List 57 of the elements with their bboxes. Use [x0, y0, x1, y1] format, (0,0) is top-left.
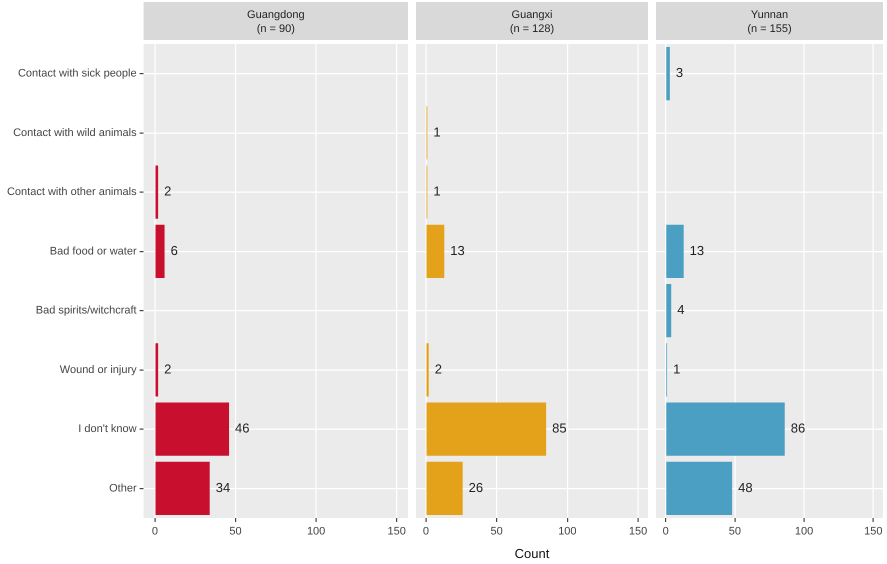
x-tick-label: 150	[864, 526, 882, 538]
x-tick-label: 150	[628, 526, 648, 538]
y-tick-label: Bad food or water	[50, 245, 137, 258]
chart-title: Guangxi	[512, 9, 552, 22]
bar	[426, 402, 546, 456]
x-tick-label: 0	[422, 526, 429, 538]
data-label: 6	[170, 242, 178, 258]
x-tick-label: 50	[229, 526, 242, 538]
data-label: 46	[235, 420, 250, 436]
x-tick-label: 100	[794, 526, 814, 538]
chart-subtitle: (n = 128)	[510, 23, 554, 36]
y-tick-label: Contact with other animals	[6, 186, 138, 198]
x-tick-label: 150	[388, 526, 406, 538]
x-tick-label: 100	[558, 526, 577, 538]
data-label: 3	[676, 65, 684, 80]
chart-title: Yunnan	[750, 9, 788, 22]
y-tick-label: Other	[109, 482, 137, 494]
y-tick-label: Bad spirits/witchcraft	[36, 304, 137, 317]
bar	[156, 224, 165, 278]
x-tick-label: 0	[662, 526, 669, 538]
data-label: 13	[690, 242, 704, 258]
bar	[156, 462, 210, 516]
y-tick-label: Contact with wild animals	[13, 126, 138, 139]
data-label: 13	[450, 242, 465, 258]
data-label: 1	[433, 124, 441, 140]
bar	[666, 46, 670, 100]
bar	[666, 462, 732, 516]
data-label: 2	[434, 361, 442, 376]
y-tick-label: Wound or injury	[60, 364, 138, 376]
data-label: 2	[164, 184, 172, 199]
x-tick-label: 50	[728, 526, 742, 538]
bar	[426, 462, 463, 516]
bar	[156, 343, 158, 397]
data-label: 48	[738, 480, 753, 495]
data-label: 86	[790, 420, 806, 436]
data-label: 1	[433, 184, 441, 199]
y-tick-label: Contact with sick people	[18, 68, 137, 80]
bar	[156, 165, 158, 219]
chart-subtitle: (n = 90)	[256, 23, 295, 36]
data-label: 34	[216, 480, 230, 495]
bar	[666, 402, 785, 456]
x-tick-label: 100	[306, 526, 326, 538]
bar	[156, 402, 230, 456]
data-label: 4	[677, 302, 684, 318]
chart-title: Guangdong	[247, 9, 305, 22]
data-label: 26	[468, 480, 484, 495]
chart-subtitle: (n = 155)	[747, 23, 792, 36]
data-label: 1	[673, 361, 680, 376]
bar	[426, 224, 444, 278]
y-tick-label: I don't know	[78, 423, 137, 436]
data-label: 2	[164, 361, 172, 376]
x-tick-label: 0	[152, 526, 158, 538]
bar	[666, 224, 684, 278]
bar	[666, 284, 672, 338]
x-axis-title: Count	[514, 546, 550, 561]
data-label: 85	[552, 420, 567, 436]
x-tick-label: 50	[490, 526, 503, 538]
